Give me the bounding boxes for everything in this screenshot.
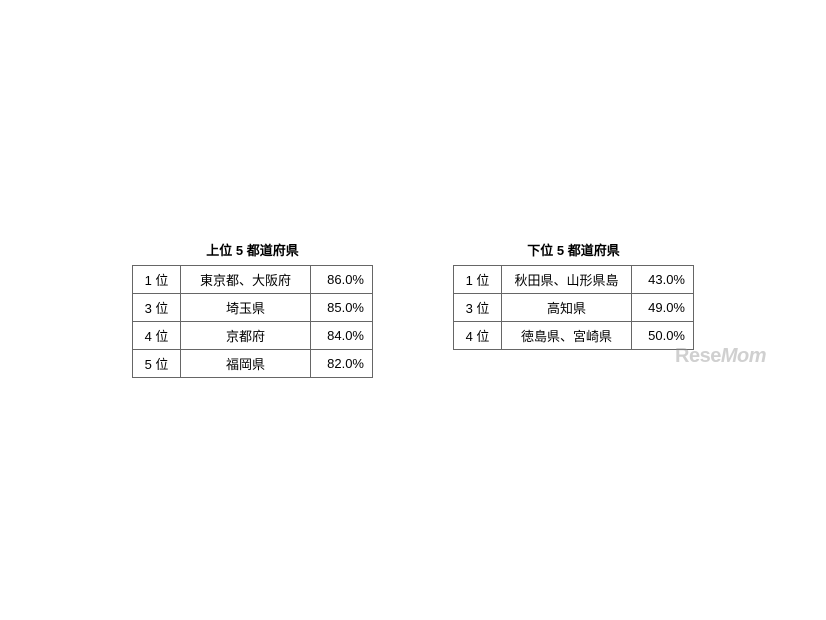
- rank-cell: 1 位: [133, 266, 181, 294]
- pct-cell: 43.0%: [632, 266, 694, 294]
- bottom5-block: 下位 5 都道府県 1 位秋田県、山形県島43.0%3 位高知県49.0%4 位…: [453, 240, 694, 378]
- rank-cell: 5 位: [133, 350, 181, 378]
- top5-tbody: 1 位東京都、大阪府86.0%3 位埼玉県85.0%4 位京都府84.0%5 位…: [133, 266, 373, 378]
- table-row: 3 位高知県49.0%: [454, 294, 694, 322]
- rank-cell: 3 位: [454, 294, 502, 322]
- bottom5-table: 1 位秋田県、山形県島43.0%3 位高知県49.0%4 位徳島県、宮崎県50.…: [453, 265, 694, 350]
- rank-cell: 3 位: [133, 294, 181, 322]
- rank-cell: 1 位: [454, 266, 502, 294]
- top5-block: 上位 5 都道府県 1 位東京都、大阪府86.0%3 位埼玉県85.0%4 位京…: [132, 240, 373, 378]
- bottom5-tbody: 1 位秋田県、山形県島43.0%3 位高知県49.0%4 位徳島県、宮崎県50.…: [454, 266, 694, 350]
- top5-title: 上位 5 都道府県: [206, 240, 298, 259]
- name-cell: 福岡県: [181, 350, 311, 378]
- table-row: 5 位福岡県82.0%: [133, 350, 373, 378]
- table-row: 1 位東京都、大阪府86.0%: [133, 266, 373, 294]
- pct-cell: 82.0%: [311, 350, 373, 378]
- table-row: 1 位秋田県、山形県島43.0%: [454, 266, 694, 294]
- table-row: 4 位徳島県、宮崎県50.0%: [454, 322, 694, 350]
- pct-cell: 84.0%: [311, 322, 373, 350]
- name-cell: 京都府: [181, 322, 311, 350]
- pct-cell: 85.0%: [311, 294, 373, 322]
- table-row: 4 位京都府84.0%: [133, 322, 373, 350]
- watermark: ReseMom: [675, 345, 766, 368]
- rank-cell: 4 位: [454, 322, 502, 350]
- table-row: 3 位埼玉県85.0%: [133, 294, 373, 322]
- watermark-part2: Mom: [721, 345, 766, 367]
- name-cell: 徳島県、宮崎県: [502, 322, 632, 350]
- name-cell: 東京都、大阪府: [181, 266, 311, 294]
- name-cell: 秋田県、山形県島: [502, 266, 632, 294]
- name-cell: 高知県: [502, 294, 632, 322]
- top5-table: 1 位東京都、大阪府86.0%3 位埼玉県85.0%4 位京都府84.0%5 位…: [132, 265, 373, 378]
- watermark-part1: Rese: [675, 345, 721, 367]
- pct-cell: 86.0%: [311, 266, 373, 294]
- pct-cell: 49.0%: [632, 294, 694, 322]
- rank-cell: 4 位: [133, 322, 181, 350]
- bottom5-title: 下位 5 都道府県: [527, 240, 619, 259]
- name-cell: 埼玉県: [181, 294, 311, 322]
